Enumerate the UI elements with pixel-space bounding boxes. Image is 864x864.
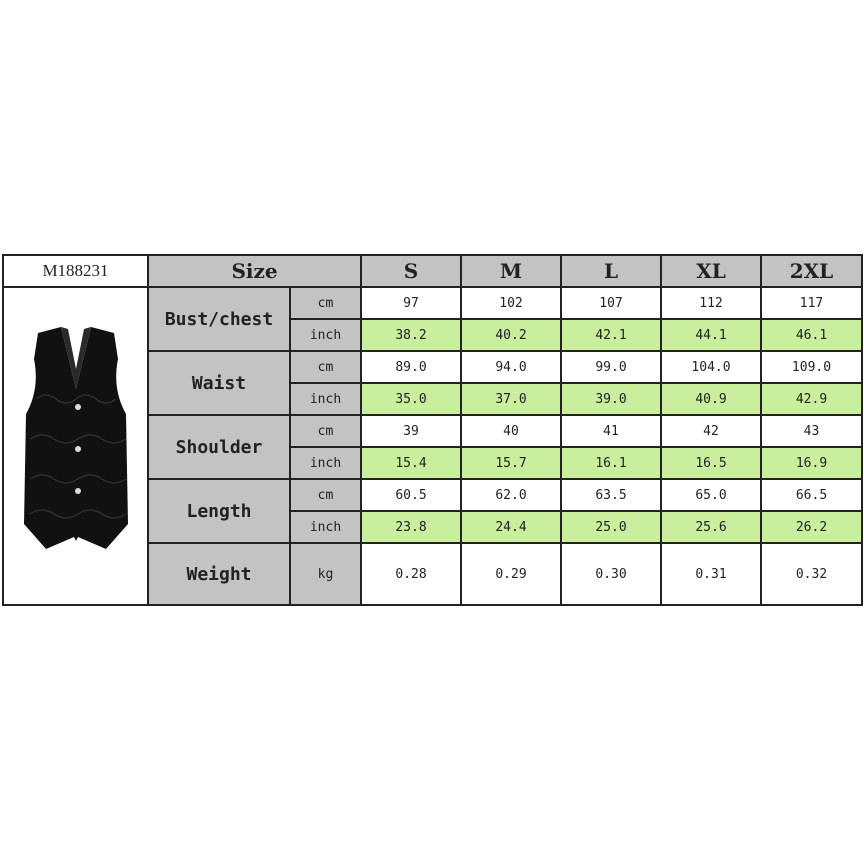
measurement-label: Shoulder	[147, 414, 291, 480]
value-cell: 40	[460, 414, 562, 448]
value-cell: 15.4	[360, 446, 462, 480]
value-cell: 0.32	[760, 542, 863, 606]
header-row: M188231 Size S M L XL 2XL	[2, 254, 863, 288]
value-cell: 60.5	[360, 478, 462, 512]
vest-image	[23, 327, 128, 549]
table-row: Length cm 60.5 62.0 63.5 65.0 66.5	[3, 478, 863, 544]
value-cell: 16.5	[660, 446, 762, 480]
value-cell: 23.8	[360, 510, 462, 544]
table-row: inch 35.0 37.0 39.0 40.9 42.9	[3, 382, 863, 416]
value-cell: 117	[760, 286, 863, 320]
unit-label: cm	[289, 478, 362, 512]
product-image	[2, 286, 149, 606]
unit-label: inch	[289, 510, 362, 544]
size-header: Size	[147, 254, 362, 288]
value-cell: 15.7	[460, 446, 562, 480]
value-cell: 38.2	[360, 318, 462, 352]
value-cell: 16.1	[560, 446, 662, 480]
unit-label: inch	[289, 446, 362, 480]
value-cell: 99.0	[560, 350, 662, 384]
value-cell: 24.4	[460, 510, 562, 544]
value-cell: 39.0	[560, 382, 662, 416]
value-cell: 0.31	[660, 542, 762, 606]
measurement-label: Length	[147, 478, 291, 544]
value-cell: 42	[660, 414, 762, 448]
value-cell: 35.0	[360, 382, 462, 416]
unit-label: cm	[289, 286, 362, 320]
measurement-label: Waist	[147, 350, 291, 416]
value-cell: 0.28	[360, 542, 462, 606]
size-2xl: 2XL	[760, 254, 863, 288]
value-cell: 89.0	[360, 350, 462, 384]
table-row: Weight kg 0.28 0.29 0.30 0.31 0.32	[3, 542, 863, 606]
value-cell: 41	[560, 414, 662, 448]
size-xl: XL	[660, 254, 762, 288]
value-cell: 26.2	[760, 510, 863, 544]
value-cell: 94.0	[460, 350, 562, 384]
unit-label: inch	[289, 382, 362, 416]
value-cell: 44.1	[660, 318, 762, 352]
value-cell: 42.9	[760, 382, 863, 416]
value-cell: 25.0	[560, 510, 662, 544]
value-cell: 62.0	[460, 478, 562, 512]
value-cell: 66.5	[760, 478, 863, 512]
value-cell: 97	[360, 286, 462, 320]
value-cell: 0.29	[460, 542, 562, 606]
value-cell: 37.0	[460, 382, 562, 416]
value-cell: 112	[660, 286, 762, 320]
measurement-label: Bust/chest	[147, 286, 291, 352]
value-cell: 107	[560, 286, 662, 320]
size-m: M	[460, 254, 562, 288]
value-cell: 25.6	[660, 510, 762, 544]
value-cell: 16.9	[760, 446, 863, 480]
size-chart-table: M188231 Size S M L XL 2XL Bust/chest cm 97…	[2, 254, 863, 606]
unit-label: kg	[289, 542, 362, 606]
product-code: M188231	[2, 254, 149, 288]
table-row: inch 15.4 15.7 16.1 16.5 16.9	[3, 446, 863, 480]
size-l: L	[560, 254, 662, 288]
measurement-label: Weight	[147, 542, 291, 606]
value-cell: 65.0	[660, 478, 762, 512]
value-cell: 40.2	[460, 318, 562, 352]
table-row: inch 23.8 24.4 25.0 25.6 26.2	[3, 510, 863, 544]
value-cell: 109.0	[760, 350, 863, 384]
value-cell: 102	[460, 286, 562, 320]
table-row: Waist cm 89.0 94.0 99.0 104.0 109.0	[3, 350, 863, 416]
table-row: Shoulder cm 39 40 41 42 43	[3, 414, 863, 480]
table-row: inch 38.2 40.2 42.1 44.1 46.1	[3, 318, 863, 352]
size-s: S	[360, 254, 462, 288]
value-cell: 43	[760, 414, 863, 448]
value-cell: 104.0	[660, 350, 762, 384]
value-cell: 39	[360, 414, 462, 448]
value-cell: 63.5	[560, 478, 662, 512]
value-cell: 40.9	[660, 382, 762, 416]
unit-label: cm	[289, 414, 362, 448]
value-cell: 46.1	[760, 318, 863, 352]
value-cell: 42.1	[560, 318, 662, 352]
table-row: Bust/chest cm 97 102 107 112 117	[2, 286, 863, 606]
unit-label: inch	[289, 318, 362, 352]
unit-label: cm	[289, 350, 362, 384]
value-cell: 0.30	[560, 542, 662, 606]
